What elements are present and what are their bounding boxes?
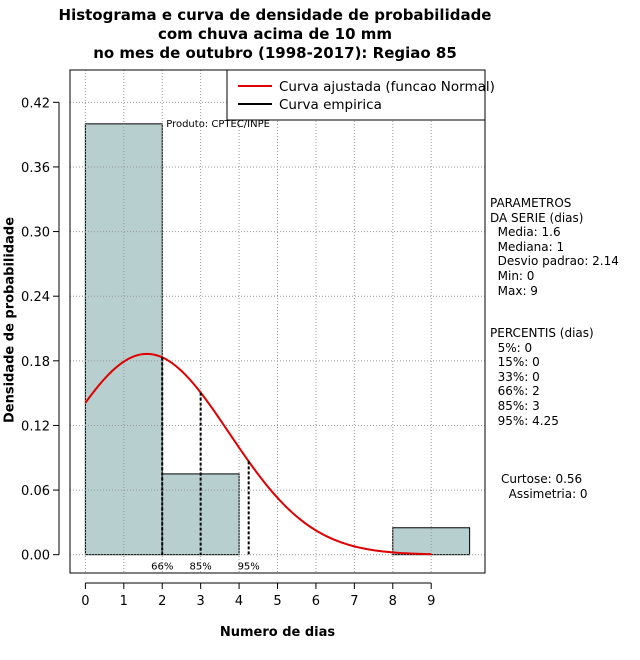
x-tick-label: 1 (120, 594, 128, 609)
chart-title-line-2: com chuva acima de 10 mm (157, 25, 393, 43)
x-tick-label: 9 (427, 594, 435, 609)
percentile-marker-label: 66% (151, 562, 173, 573)
x-tick-label: 6 (312, 594, 320, 609)
product-annotation: Produto: CPTEC/INPE (166, 119, 270, 130)
series-parameters-panel: PARAMETROS DA SERIE (dias) Media: 1.6 Me… (490, 196, 619, 298)
x-tick-label: 4 (235, 594, 243, 609)
x-tick-label: 0 (81, 594, 89, 609)
x-tick-label: 2 (158, 594, 166, 609)
legend-fitted-label: Curva ajustada (funcao Normal) (279, 79, 495, 95)
y-tick-label: 0.24 (21, 290, 50, 305)
x-tick-label: 5 (273, 594, 281, 609)
histogram-bar-0 (84, 123, 163, 556)
y-tick-label: 0.06 (21, 484, 50, 499)
y-tick-label: 0.30 (21, 226, 50, 241)
x-axis-label: Numero de dias (219, 625, 336, 640)
percentile-marker-label: 95% (238, 562, 260, 573)
x-tick-label: 8 (389, 594, 397, 609)
fitted-normal-curve (84, 352, 432, 556)
percentile-marker-label: 85% (190, 562, 212, 573)
shape-stats-panel: Curtose: 0.56 Assimetria: 0 (501, 472, 588, 501)
chart-title-line-3: no mes de outubro (1998-2017): Regiao 85 (93, 44, 457, 62)
y-tick-label: 0.12 (21, 419, 50, 434)
y-axis-label: Densidade de probabilidade (2, 216, 18, 424)
percentiles-panel: PERCENTIS (dias) 5%: 0 15%: 0 33%: 0 66%… (490, 326, 594, 428)
y-tick-label: 0.36 (21, 161, 50, 176)
y-tick-label: 0.42 (21, 96, 50, 111)
x-tick-label: 7 (350, 594, 358, 609)
legend-box (226, 69, 486, 121)
y-tick-label: 0.00 (21, 549, 50, 564)
chart-title-line-1: Histograma e curva de densidade de proba… (58, 6, 492, 24)
x-tick-label: 3 (197, 594, 205, 609)
legend-empirical-label: Curva empirica (279, 97, 382, 113)
y-tick-label: 0.18 (21, 355, 50, 370)
